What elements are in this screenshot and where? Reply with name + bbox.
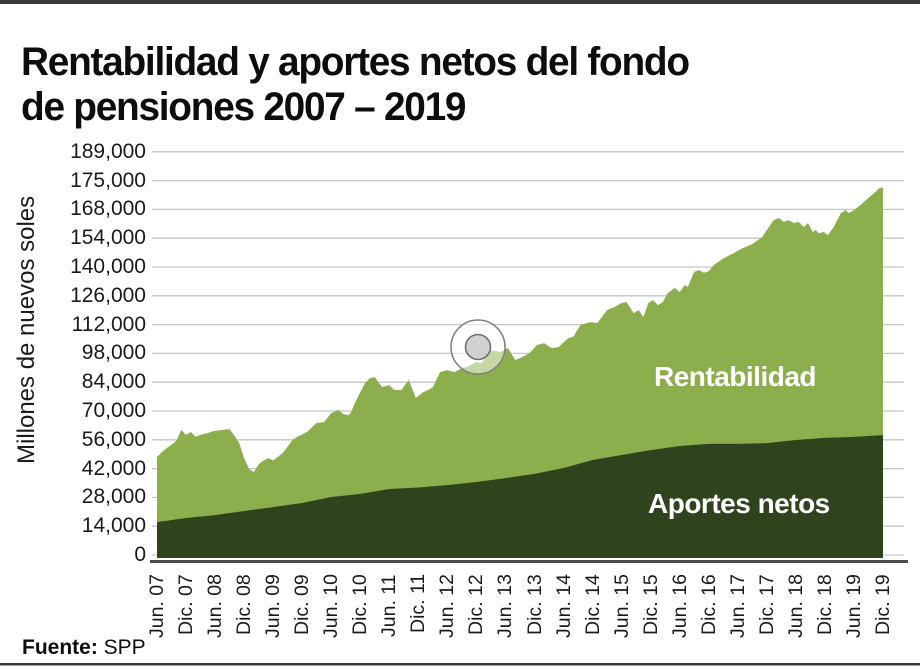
click-indicator — [450, 319, 506, 375]
x-tick-label: Jun. 18 — [784, 574, 807, 638]
y-tick-label: 98,000 — [81, 341, 146, 365]
x-tick-label: Jun. 12 — [436, 574, 459, 638]
page-title-line1: Rentabilidad y aportes netos del fondo — [21, 39, 690, 84]
y-tick-label: 42,000 — [81, 456, 146, 480]
x-tick-label: Dic. 16 — [697, 574, 720, 635]
y-tick-label: 175,000 — [70, 168, 146, 192]
x-tick-label: Dic. 08 — [233, 574, 256, 635]
click-indicator-inner-circle — [464, 333, 492, 361]
x-tick-label: Dic. 12 — [465, 574, 488, 635]
y-tick-label: 56,000 — [81, 427, 146, 451]
x-tick-label: Dic. 11 — [407, 573, 430, 633]
x-axis-line — [150, 560, 908, 563]
x-tick-label: Jun. 16 — [668, 574, 691, 638]
bottom-page-rule — [0, 663, 920, 666]
source-value: SPP — [97, 636, 146, 659]
x-tick-label: Jun. 13 — [494, 574, 517, 638]
x-tick-label: Jun. 17 — [726, 574, 749, 638]
x-tick-label: Jun. 14 — [552, 574, 575, 638]
y-tick-label: 168,000 — [70, 197, 146, 221]
y-tick-label: 28,000 — [81, 485, 146, 509]
x-tick-label: Dic. 15 — [639, 574, 662, 635]
aportes-netos-series-label: Aportes netos — [648, 488, 830, 519]
y-tick-label: 0 — [134, 543, 146, 566]
x-tick-label: Jun. 11 — [378, 574, 401, 637]
x-tick-label: Dic. 17 — [755, 574, 778, 635]
x-tick-label: Dic. 13 — [523, 574, 546, 635]
x-tick-label: Dic. 14 — [581, 574, 604, 635]
rentabilidad-series-label: Rentabilidad — [654, 361, 817, 392]
x-tick-label: Dic. 09 — [291, 574, 314, 635]
page-title: Rentabilidad y aportes netos del fondo d… — [21, 40, 884, 130]
source-note: Fuente: SPP — [22, 636, 146, 660]
x-tick-label: Jun. 08 — [204, 574, 227, 638]
page-title-line2: de pensiones 2007 – 2019 — [21, 84, 467, 129]
x-tick-label: Dic. 18 — [813, 574, 836, 635]
y-tick-label: 140,000 — [70, 255, 146, 278]
top-page-rule — [0, 0, 920, 4]
y-tick-label: 189,000 — [70, 139, 146, 163]
x-tick-label: Jun. 10 — [320, 574, 343, 638]
x-tick-label: Dic. 19 — [872, 574, 894, 635]
y-tick-label: 70,000 — [81, 399, 146, 422]
x-tick-label: Dic. 07 — [175, 574, 198, 635]
aportes-netos-area — [157, 435, 883, 558]
x-tick-label: Jun. 15 — [610, 574, 633, 638]
y-tick-label: 112,000 — [71, 312, 146, 336]
y-tick-label: 126,000 — [70, 283, 146, 307]
y-tick-label: 14,000 — [81, 514, 146, 538]
x-tick-label: Jun. 09 — [262, 574, 285, 638]
x-tick-label: Jun. 07 — [146, 574, 168, 638]
x-tick-label: Jun. 19 — [842, 574, 865, 638]
x-tick-label: Dic. 10 — [349, 574, 372, 635]
y-tick-label: 84,000 — [81, 370, 146, 394]
y-tick-label: 154,000 — [70, 226, 146, 250]
source-label: Fuente: — [22, 636, 98, 659]
